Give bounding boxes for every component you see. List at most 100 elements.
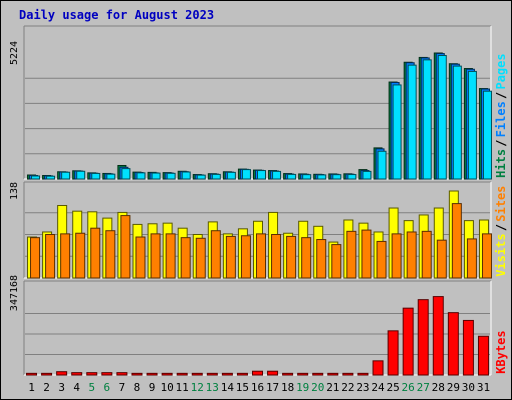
bar-pages-23	[362, 170, 372, 180]
bar-sites-12	[195, 237, 206, 279]
bar-sites-16	[256, 233, 266, 279]
bar-pages-6	[106, 173, 116, 180]
bar-sites-2	[45, 234, 56, 279]
x-tick-label-29: 29	[447, 381, 460, 394]
bar-kbytes-29	[447, 312, 459, 376]
bar-sites-21	[331, 244, 342, 279]
bar-pages-30	[467, 70, 477, 180]
x-tick-label-5: 5	[88, 381, 95, 394]
x-tick-label-24: 24	[371, 381, 385, 394]
chart-title: Daily usage for August 2023	[19, 8, 215, 22]
bar-pages-25	[392, 84, 402, 180]
bar-kbytes-13	[206, 372, 218, 376]
bar-kbytes-17	[267, 370, 279, 376]
x-tick-label-6: 6	[104, 381, 111, 394]
bar-pages-16	[257, 170, 266, 180]
bar-kbytes-30	[462, 319, 474, 376]
bar-kbytes-9	[146, 372, 158, 376]
x-tick-label-30: 30	[462, 381, 475, 394]
bar-pages-12	[196, 174, 206, 180]
x-tick-label-21: 21	[326, 381, 339, 394]
bar-pages-4	[76, 170, 86, 180]
bar-kbytes-28	[432, 296, 444, 376]
x-tick-label-10: 10	[160, 381, 173, 394]
x-tick-label-15: 15	[236, 381, 249, 394]
bar-pages-9	[151, 172, 161, 180]
x-tick-label-19: 19	[296, 381, 309, 394]
bar-kbytes-21	[327, 372, 339, 376]
bar-kbytes-1	[26, 372, 38, 376]
x-tick-label-28: 28	[432, 381, 445, 394]
bar-pages-31	[482, 90, 492, 180]
bar-pages-2	[46, 175, 56, 180]
bar-sites-7	[120, 215, 131, 279]
bar-sites-4	[75, 232, 86, 279]
bar-kbytes-27	[417, 299, 429, 376]
x-tick-label-23: 23	[356, 381, 369, 394]
bar-kbytes-24	[372, 360, 384, 376]
legend-kbytes-2-0: KBytes	[494, 330, 508, 373]
bar-sites-6	[105, 230, 116, 279]
bar-pages-24	[377, 150, 387, 180]
x-tick-label-4: 4	[73, 381, 80, 394]
bar-kbytes-22	[342, 372, 354, 376]
bar-sites-27	[421, 230, 432, 279]
bar-kbytes-31	[477, 335, 489, 376]
x-tick-label-9: 9	[149, 381, 156, 394]
bar-kbytes-16	[252, 370, 263, 376]
bar-sites-18	[286, 235, 297, 279]
bar-sites-29	[451, 203, 462, 279]
bar-sites-1	[30, 237, 41, 279]
bar-kbytes-10	[161, 372, 173, 376]
bar-sites-28	[436, 239, 447, 279]
bar-sites-24	[376, 240, 387, 279]
x-tick-label-31: 31	[477, 381, 490, 394]
bar-pages-14	[226, 171, 236, 180]
x-tick-label-27: 27	[417, 381, 430, 394]
bar-sites-11	[180, 237, 191, 279]
bar-sites-31	[481, 233, 492, 279]
bar-kbytes-4	[71, 372, 83, 376]
bar-pages-8	[136, 172, 146, 180]
x-tick-label-14: 14	[221, 381, 235, 394]
bar-kbytes-8	[131, 372, 143, 376]
x-tick-label-7: 7	[119, 381, 126, 394]
x-tick-label-18: 18	[281, 381, 294, 394]
bar-sites-9	[150, 233, 161, 279]
bar-sites-23	[361, 229, 372, 279]
bar-pages-15	[241, 169, 251, 180]
bar-pages-19	[302, 174, 312, 180]
bar-sites-22	[346, 230, 357, 279]
legend-visits-1-0: Visits	[494, 233, 508, 276]
bar-pages-26	[407, 64, 417, 180]
bar-pages-27	[422, 59, 432, 180]
panel-2-max-label: 347168	[9, 275, 20, 311]
bar-sites-25	[391, 233, 402, 279]
bar-pages-13	[211, 173, 221, 180]
bar-kbytes-3	[56, 371, 68, 376]
bar-pages-21	[332, 174, 342, 180]
bar-pages-17	[272, 170, 282, 180]
x-tick-label-11: 11	[176, 381, 189, 394]
bar-sites-8	[135, 236, 146, 279]
bar-pages-7	[121, 168, 131, 180]
bar-pages-11	[181, 171, 191, 180]
bar-kbytes-15	[236, 372, 248, 376]
x-tick-label-12: 12	[191, 381, 204, 394]
bar-pages-18	[287, 173, 297, 180]
x-tick-label-8: 8	[134, 381, 141, 394]
bar-pages-29	[452, 65, 462, 180]
x-tick-label-25: 25	[386, 381, 399, 394]
x-tick-label-2: 2	[43, 381, 50, 394]
bar-kbytes-12	[191, 372, 203, 376]
bar-pages-3	[61, 171, 71, 180]
bar-sites-15	[240, 235, 251, 279]
x-tick-label-17: 17	[266, 381, 279, 394]
legend-files-0-2: Files	[494, 101, 508, 137]
bar-kbytes-25	[387, 330, 399, 376]
bar-pages-22	[347, 174, 357, 180]
x-tick-label-20: 20	[311, 381, 324, 394]
bar-kbytes-11	[176, 372, 188, 376]
